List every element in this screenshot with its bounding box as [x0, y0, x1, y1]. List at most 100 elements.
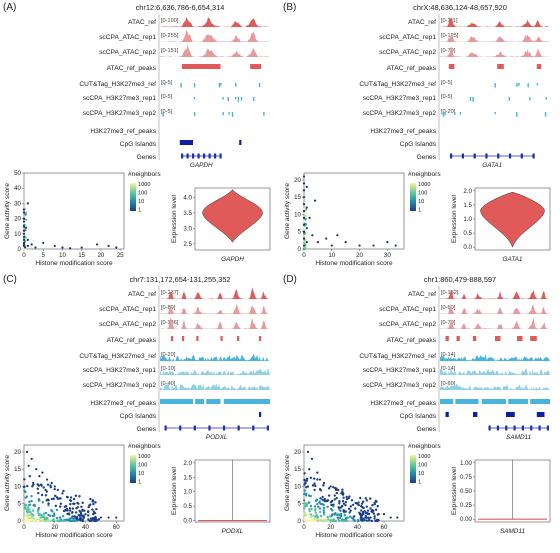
signal-track: [440, 17, 550, 27]
density-point: [69, 496, 73, 499]
density-point: [326, 519, 330, 523]
scatter-point: [69, 247, 72, 250]
y-tick-label: 0: [298, 246, 302, 253]
density-point: [326, 515, 329, 519]
h3k-signal: [527, 83, 529, 88]
density-point: [312, 514, 315, 518]
density-point: [344, 519, 347, 523]
y-tick-label: 10: [14, 231, 21, 238]
density-point: [335, 497, 338, 500]
track-label: ATAC_ref_peaks: [107, 65, 157, 72]
track-label: CpG Islands: [400, 413, 437, 420]
density-point: [74, 511, 78, 514]
h3k-signal: [231, 112, 234, 117]
density-point: [47, 502, 50, 505]
h3k-signal: [529, 97, 531, 101]
y-tick-label: 5: [298, 501, 302, 508]
violin-gene: SAMD11: [500, 528, 526, 535]
h3k-signal: [258, 83, 261, 88]
density-point: [316, 516, 320, 519]
legend-tick: 1: [138, 208, 141, 214]
legend-tick: 100: [418, 463, 427, 469]
cpg-island: [179, 140, 193, 145]
density-point: [304, 223, 307, 226]
density-point: [333, 494, 336, 497]
scatter-point: [321, 495, 324, 498]
v-y-tick-label: 0.75: [460, 474, 473, 481]
density-point: [51, 519, 54, 522]
scatter-point: [95, 243, 99, 246]
atac-peak: [171, 336, 174, 341]
track-label: scCPA_H3K27me3_rep2: [83, 382, 157, 389]
density-point: [351, 503, 355, 506]
density-point: [80, 505, 83, 509]
track-label: scCPA_ATAC_rep2: [379, 321, 436, 328]
gene-exon: [520, 153, 523, 159]
h3k-signal: [228, 112, 230, 115]
legend-tick: 10: [418, 199, 424, 205]
scatter-point: [302, 182, 306, 185]
x-tick-label: 0: [302, 252, 306, 259]
density-point: [348, 511, 351, 514]
density-point: [313, 482, 316, 485]
cpg-island: [506, 412, 515, 417]
legend-tick: 10: [418, 471, 424, 477]
density-point: [94, 501, 97, 504]
density-point: [79, 510, 82, 514]
scatter-point: [56, 488, 59, 492]
density-point: [303, 240, 306, 243]
violin-gene: GATA1: [502, 256, 522, 263]
density-point: [316, 478, 319, 481]
scatter-point: [302, 209, 306, 213]
scatter-point: [350, 499, 354, 502]
density-point: [332, 485, 335, 489]
density-point: [303, 208, 306, 211]
x-tick-label: 60: [381, 524, 388, 531]
atac-peak: [517, 336, 523, 341]
density-point: [309, 519, 312, 522]
density-point: [332, 518, 336, 521]
gene-exon: [214, 153, 217, 159]
cpg-island: [259, 412, 262, 417]
track-label: scCPA_H3K27me3_rep1: [363, 95, 437, 102]
scatter-point: [81, 509, 84, 512]
track-label: Genes: [417, 426, 437, 433]
x-tick-label: 0: [22, 252, 26, 259]
scatter-point: [302, 223, 306, 226]
density-point: [36, 483, 39, 486]
scatter-point: [366, 509, 370, 512]
gene-exon: [193, 425, 196, 431]
density-point: [370, 519, 373, 523]
density-point: [303, 478, 306, 482]
h3k-signal: [193, 83, 196, 88]
scatter-point: [311, 234, 314, 237]
density-point: [32, 517, 35, 521]
h3k-signal: [222, 112, 224, 116]
scatter-point: [305, 227, 308, 230]
density-point: [304, 505, 307, 508]
density-point: [341, 488, 344, 491]
scatter-point: [349, 509, 352, 512]
density-point: [352, 515, 356, 518]
scatter-point: [92, 512, 95, 516]
scatter-point: [302, 189, 306, 192]
track-label: H3K27me3_ref_peaks: [90, 128, 156, 135]
violin-ylabel: Expression level: [451, 466, 458, 515]
track-label: CpG Islands: [120, 141, 157, 148]
gene-exon: [461, 153, 464, 159]
density-point: [77, 513, 80, 517]
density-point: [323, 497, 327, 501]
v-y-tick-label: 2.0: [463, 188, 472, 195]
legend-colorbar: [130, 455, 136, 483]
track-label: ATAC_ref_peaks: [387, 337, 437, 344]
gene-name: GATA1: [482, 162, 502, 169]
track-label: scCPA_H3K27me3_rep2: [83, 110, 157, 117]
density-point: [54, 504, 58, 508]
x-tick-label: 10: [59, 252, 66, 259]
x-tick-label: 30: [384, 252, 391, 259]
density-point: [361, 510, 365, 514]
signal-track: [160, 45, 270, 57]
density-point: [338, 513, 341, 517]
density-point: [322, 513, 326, 516]
h3k-peak: [223, 399, 270, 404]
